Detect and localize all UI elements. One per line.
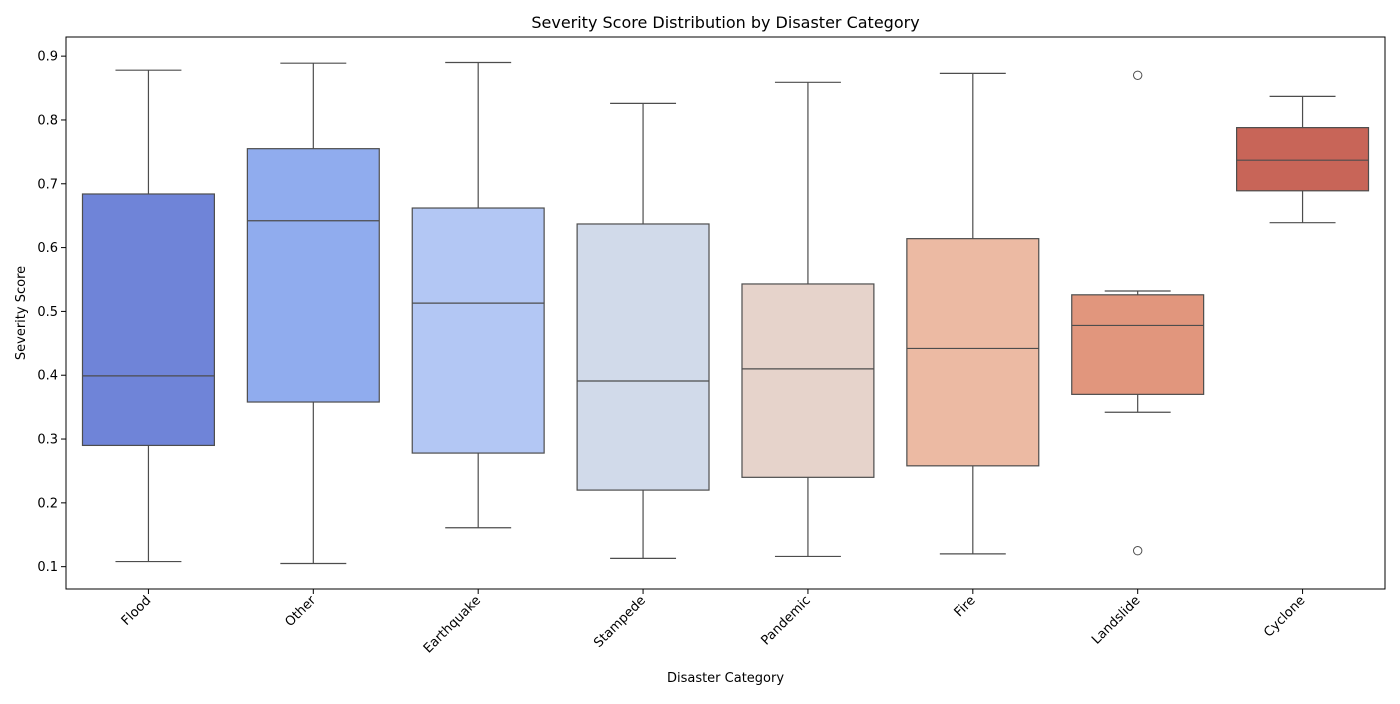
- outlier-landslide: [1132, 546, 1143, 556]
- box-cyclone: [1236, 127, 1370, 192]
- box-pandemic: [741, 283, 875, 478]
- y-tick-label: 0.2: [37, 496, 58, 511]
- x-axis-label: Disaster Category: [667, 671, 784, 686]
- x-tick-label-fire: Fire: [952, 593, 979, 620]
- box-fire: [906, 238, 1040, 467]
- y-axis-label: Severity Score: [14, 266, 29, 360]
- y-tick-label: 0.3: [37, 433, 58, 448]
- y-tick-label: 0.1: [37, 560, 58, 575]
- outlier-landslide: [1132, 70, 1143, 80]
- x-tick-label-flood: Flood: [119, 593, 155, 629]
- y-tick-label: 0.5: [37, 305, 58, 320]
- box-stampede: [576, 223, 710, 491]
- x-tick-label-landslide: Landslide: [1089, 593, 1143, 647]
- y-tick-label: 0.6: [37, 241, 58, 256]
- x-tick-label-cyclone: Cyclone: [1261, 593, 1308, 640]
- x-tick-label-stampede: Stampede: [591, 593, 649, 651]
- plot-frame: [65, 36, 1386, 590]
- plot-area: Flood Other Earthquake Stampede Pandemic Fire…: [37, 36, 1386, 656]
- box-other: [246, 148, 380, 403]
- y-tick-label: 0.8: [37, 113, 58, 128]
- y-tick-label: 0.7: [37, 177, 58, 192]
- x-tick-label-earthquake: Earthquake: [421, 593, 484, 656]
- x-tick-label-pandemic: Pandemic: [759, 593, 814, 648]
- box-landslide: [1071, 294, 1205, 395]
- x-tick-label-other: Other: [282, 593, 319, 630]
- chart-title: Severity Score Distribution by Disaster …: [531, 13, 919, 32]
- y-tick-label: 0.9: [37, 50, 58, 65]
- box-earthquake: [411, 207, 545, 454]
- y-tick-label: 0.4: [37, 369, 58, 384]
- box-flood: [81, 193, 215, 447]
